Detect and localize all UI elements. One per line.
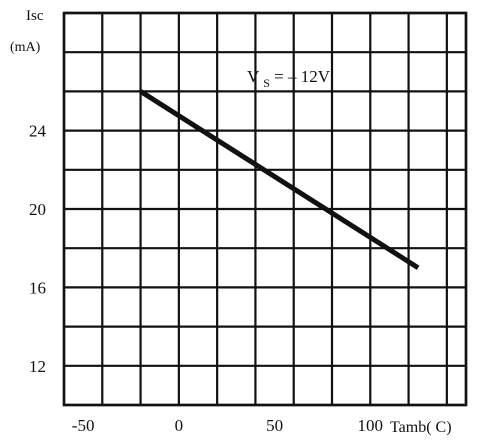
series-annotation: V S = – 12V: [247, 67, 331, 91]
y-tick-label: 24: [29, 122, 47, 141]
x-tick-label: 100: [358, 416, 384, 435]
y-axis-unit-label: (mA): [10, 40, 41, 55]
axis-layer: 12 16 20 24 -50 0 50 100: [29, 11, 468, 435]
plot-border: [62, 11, 468, 407]
label-layer: Isc (mA) Tamb( C) V S = – 12V: [10, 8, 452, 436]
x-tick-label: 50: [266, 416, 283, 435]
y-tick-label: 16: [29, 278, 46, 297]
x-tick-label: -50: [72, 416, 95, 435]
annotation-subscript: S: [263, 76, 270, 90]
grid-layer: [62, 11, 468, 407]
y-tick-label: 20: [29, 200, 46, 219]
y-axis-label: Isc: [26, 8, 44, 24]
x-tick-label: 0: [175, 416, 184, 435]
y-tick-label: 12: [29, 357, 46, 376]
series-layer: [139, 89, 420, 270]
annotation-main: V: [247, 67, 260, 86]
series-line: [139, 89, 420, 270]
annotation-rest: = – 12V: [274, 67, 331, 86]
x-axis-label: Tamb( C): [390, 419, 452, 436]
